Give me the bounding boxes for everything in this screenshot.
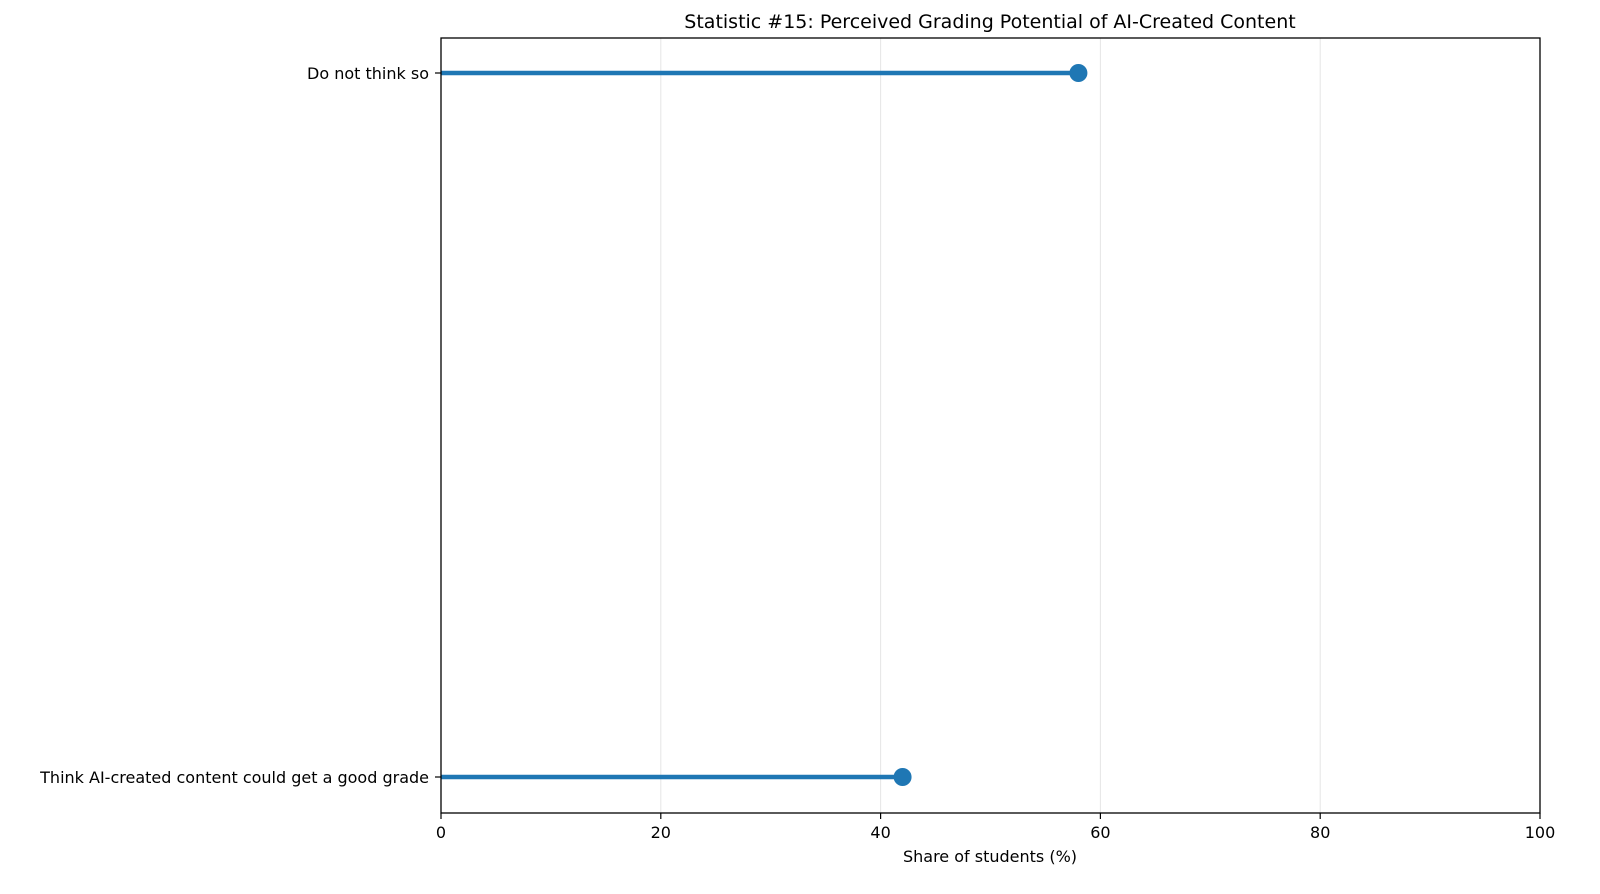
y-ticks: Do not think so Think AI-created content … bbox=[39, 64, 441, 787]
lollipop-marker bbox=[1069, 64, 1088, 82]
x-tick-label: 20 bbox=[651, 823, 671, 842]
x-tick-label: 40 bbox=[870, 823, 890, 842]
x-tick-label: 60 bbox=[1090, 823, 1110, 842]
grid-lines bbox=[660, 38, 1321, 813]
x-ticks: 0 20 40 60 80 100 bbox=[436, 813, 1555, 842]
x-axis-label: Share of students (%) bbox=[903, 847, 1077, 866]
y-category-label: Think AI-created content could get a goo… bbox=[39, 768, 429, 787]
chart-title: Statistic #15: Perceived Grading Potenti… bbox=[684, 11, 1295, 33]
plot-frame bbox=[440, 37, 1541, 814]
y-category-label: Do not think so bbox=[307, 64, 429, 83]
x-tick-label: 80 bbox=[1310, 823, 1330, 842]
lollipop-stems bbox=[441, 70, 1079, 780]
lollipop-marker bbox=[893, 768, 912, 786]
lollipop-markers bbox=[893, 64, 1088, 786]
x-tick-label: 100 bbox=[1525, 823, 1556, 842]
x-tick-label: 0 bbox=[436, 823, 446, 842]
